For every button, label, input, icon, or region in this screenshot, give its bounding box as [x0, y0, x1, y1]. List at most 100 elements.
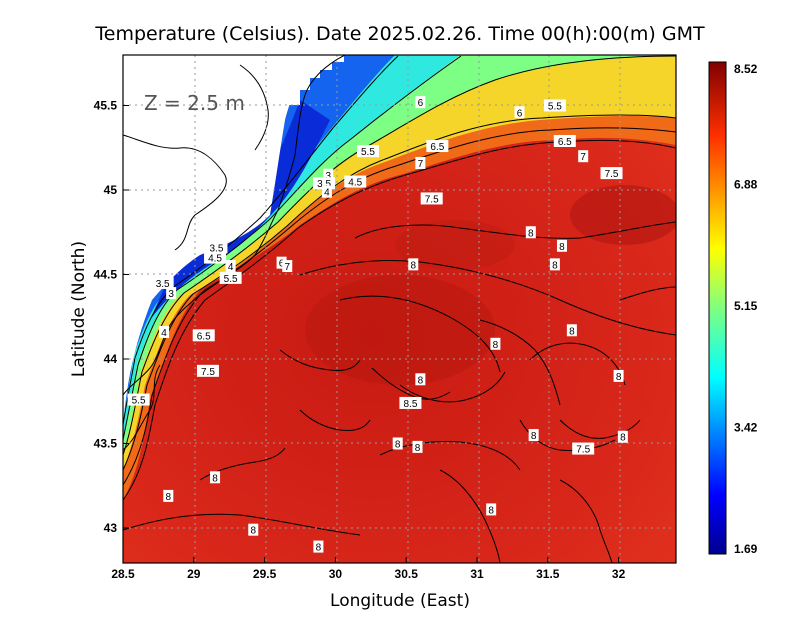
contour-label-bg: [412, 440, 423, 453]
colorbar: [708, 61, 727, 555]
contour-label-text: 6: [517, 108, 523, 119]
y-tick-label: 43: [104, 521, 118, 535]
contour-label-text: 7: [284, 262, 290, 273]
contour-label-bg: [490, 337, 501, 350]
contour-label-bg: [486, 503, 497, 516]
contour-label-text: 5.5: [548, 102, 562, 113]
contour-label: 7.5: [572, 442, 595, 456]
contour-label-bg: [408, 258, 419, 271]
contour-label-text: 8: [410, 260, 416, 271]
contour-label-text: 8: [488, 505, 494, 516]
colorbar-tick-label: 5.15: [734, 299, 758, 313]
y-tick-label: 45.5: [94, 99, 118, 113]
contour-label: 7: [415, 156, 426, 170]
depth-label: Z = 2.5 m: [144, 91, 245, 115]
contour-label-bg: [578, 150, 589, 163]
contour-label: 8: [248, 523, 259, 537]
temperature-field: [123, 55, 676, 563]
contour-label-text: 5.5: [132, 396, 146, 407]
contour-label-bg: [543, 99, 566, 112]
contour-label: 8: [210, 471, 221, 484]
contour-label: 7: [578, 150, 589, 163]
contour-label-text: 8: [212, 473, 218, 484]
contour-label-text: 8: [316, 543, 322, 554]
contour-label: 4.5: [204, 251, 227, 265]
contour-label-bg: [420, 192, 443, 205]
contour-label: 3.5: [205, 241, 228, 254]
contour-label-bg: [323, 168, 334, 181]
contour-label: 8: [613, 369, 624, 383]
contour-label: 6: [514, 106, 525, 119]
contour-label: 6: [276, 256, 287, 270]
contour-label: 5.5: [543, 99, 566, 113]
contour-label: 6.5: [192, 329, 215, 342]
contour-label-bg: [525, 226, 536, 239]
contour-label: 3.5: [151, 276, 174, 290]
x-tick-label: 28.5: [111, 567, 135, 581]
colorbar-ticks: 8.52 6.88 5.15 3.42 1.69: [734, 62, 758, 556]
contour-label: 3: [166, 287, 177, 300]
contour-label: 8: [549, 258, 560, 271]
contour-label: 7.5: [420, 192, 443, 205]
y-axis-title: Latitude (North): [69, 241, 89, 377]
contour-label: 5.5: [219, 271, 242, 285]
contour-label: 6.5: [426, 140, 449, 153]
contour-label-text: 8: [418, 375, 424, 386]
contour-label-text: 6: [418, 98, 424, 109]
contour-label-text: 8: [559, 242, 565, 253]
contour-label: 6: [415, 96, 426, 109]
contour-label-text: 8: [620, 433, 626, 444]
contour-label-bg: [566, 324, 577, 337]
contour-label-bg: [514, 106, 525, 119]
coastline-estuary: [239, 64, 269, 151]
contour-label-bg: [549, 258, 560, 271]
contour-label-text: 4.5: [348, 178, 362, 189]
contour-label-text: 7.5: [576, 445, 590, 456]
y-tick-label: 43.5: [94, 437, 118, 451]
contour-label: 6.5: [553, 134, 576, 148]
y-tick-label: 45: [104, 183, 118, 197]
contour-label-bg: [572, 442, 595, 455]
contour-label-text: 4: [228, 262, 234, 273]
contour-label-text: 6: [279, 259, 285, 270]
x-tick-label: 32: [612, 567, 626, 581]
contour-label-bg: [415, 373, 426, 386]
contour-label-bg: [159, 325, 170, 338]
contour-label-bg: [392, 437, 403, 450]
x-tick-label: 29.5: [253, 567, 277, 581]
contour-label: 8: [486, 503, 497, 516]
warm-eddy-east: [570, 185, 676, 245]
contour-label-bg: [528, 429, 539, 442]
contour-label: 8.5: [399, 396, 422, 410]
contour-label: 5.5: [127, 393, 150, 407]
contour-label: 4: [321, 185, 332, 199]
contour-label-text: 8: [415, 443, 421, 454]
contour-label-text: 8: [569, 326, 575, 337]
contour-label-text: 6.5: [197, 331, 211, 342]
contour-label: 8: [490, 337, 501, 351]
contour-label-text: 8: [395, 440, 401, 451]
plot-frame: [122, 54, 677, 564]
y-tick-label: 44.5: [94, 268, 118, 282]
contour-label-text: 7: [418, 159, 424, 170]
x-axis-title: Longitude (East): [330, 591, 470, 611]
contour-label-bg: [204, 251, 227, 264]
colorbar-tick-label: 1.69: [734, 542, 758, 556]
contour-label-text: 3: [168, 289, 174, 300]
contour-label: 4: [159, 325, 170, 339]
contour-label-bg: [600, 167, 623, 180]
contour-label-bg: [205, 241, 228, 254]
contour-label-text: 7.5: [605, 169, 619, 180]
contour-label: 8: [415, 373, 426, 386]
contour-label-bg: [321, 185, 332, 198]
contour-label-text: 8: [531, 431, 537, 442]
contour-label-bg: [192, 329, 215, 342]
contour-label-text: 8.5: [403, 399, 417, 410]
map-title: Temperature (Celsius). Date 2025.02.26. …: [94, 23, 705, 45]
contour-label-bg: [415, 96, 426, 109]
contour-label-text: 4.5: [208, 254, 222, 265]
contour-label-bg: [553, 134, 576, 147]
coastline-lake: [123, 134, 227, 251]
contour-label-text: 6.5: [558, 137, 572, 148]
contour-label-bg: [151, 276, 174, 289]
